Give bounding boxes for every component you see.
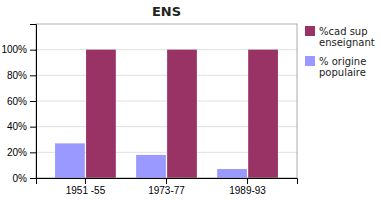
x-tick-label: 1951 -55 <box>66 185 106 196</box>
x-tick-mark <box>166 178 167 184</box>
y-tick: 80% <box>7 70 36 81</box>
legend: %cad supenseignant % originepopulaire <box>305 26 375 78</box>
series <box>55 143 247 178</box>
legend-entry: % originepopulaire <box>305 56 366 78</box>
y-tick-mark <box>30 152 36 153</box>
y-tick: 60% <box>7 96 36 107</box>
x-tick: 1973-77 <box>148 178 185 196</box>
plot-frame <box>36 24 297 178</box>
y-tick: 100% <box>1 44 36 55</box>
y-tick: 0% <box>13 173 36 184</box>
y-tick-mark <box>30 50 36 51</box>
x-axis: 1951 -55 1973-77 1989-93 <box>37 178 298 196</box>
x-tick: 1989-93 <box>229 178 266 196</box>
y-tick-mark <box>30 127 36 128</box>
bar <box>136 155 166 178</box>
x-tick-label: 1973-77 <box>148 185 185 196</box>
y-axis: 0% 20% 40% 60% 80% 100% <box>1 25 36 184</box>
y-axis-line <box>30 25 37 179</box>
x-tick-label: 1989-93 <box>229 185 266 196</box>
grid <box>36 50 297 178</box>
y-tick: 40% <box>7 121 36 132</box>
bar <box>86 50 116 178</box>
legend-swatch <box>305 56 315 66</box>
bar <box>248 50 278 178</box>
y-tick-mark <box>30 75 36 76</box>
y-tick-label: 20% <box>7 147 27 158</box>
chart: 0% 20% 40% 60% 80% 100% 1951 -55 1973-77 1989-93… <box>0 0 381 200</box>
y-tick-label: 40% <box>7 121 27 132</box>
bars <box>55 50 278 178</box>
title: ENS <box>152 4 181 19</box>
legend-label: % originepopulaire <box>319 56 366 78</box>
y-tick-label: 60% <box>7 96 27 107</box>
y-tick-label: 100% <box>1 44 27 55</box>
legend-entry: %cad supenseignant <box>305 26 375 48</box>
bar <box>167 50 197 178</box>
x-axis-line <box>37 179 298 185</box>
y-tick-label: 80% <box>7 70 27 81</box>
x-tick-mark <box>85 178 86 184</box>
plot: 0% 20% 40% 60% 80% 100% 1951 -55 1973-77 1989-93 <box>1 24 297 196</box>
legend-label: %cad supenseignant <box>319 26 375 48</box>
series <box>86 50 278 178</box>
x-tick-mark <box>247 178 248 184</box>
bar <box>217 169 247 178</box>
y-tick-mark <box>30 178 36 179</box>
y-tick-label: 0% <box>13 173 28 184</box>
y-tick-mark <box>30 101 36 102</box>
y-tick: 20% <box>7 147 36 158</box>
legend-swatch <box>305 26 315 36</box>
x-tick: 1951 -55 <box>66 178 106 196</box>
bar <box>55 143 85 178</box>
